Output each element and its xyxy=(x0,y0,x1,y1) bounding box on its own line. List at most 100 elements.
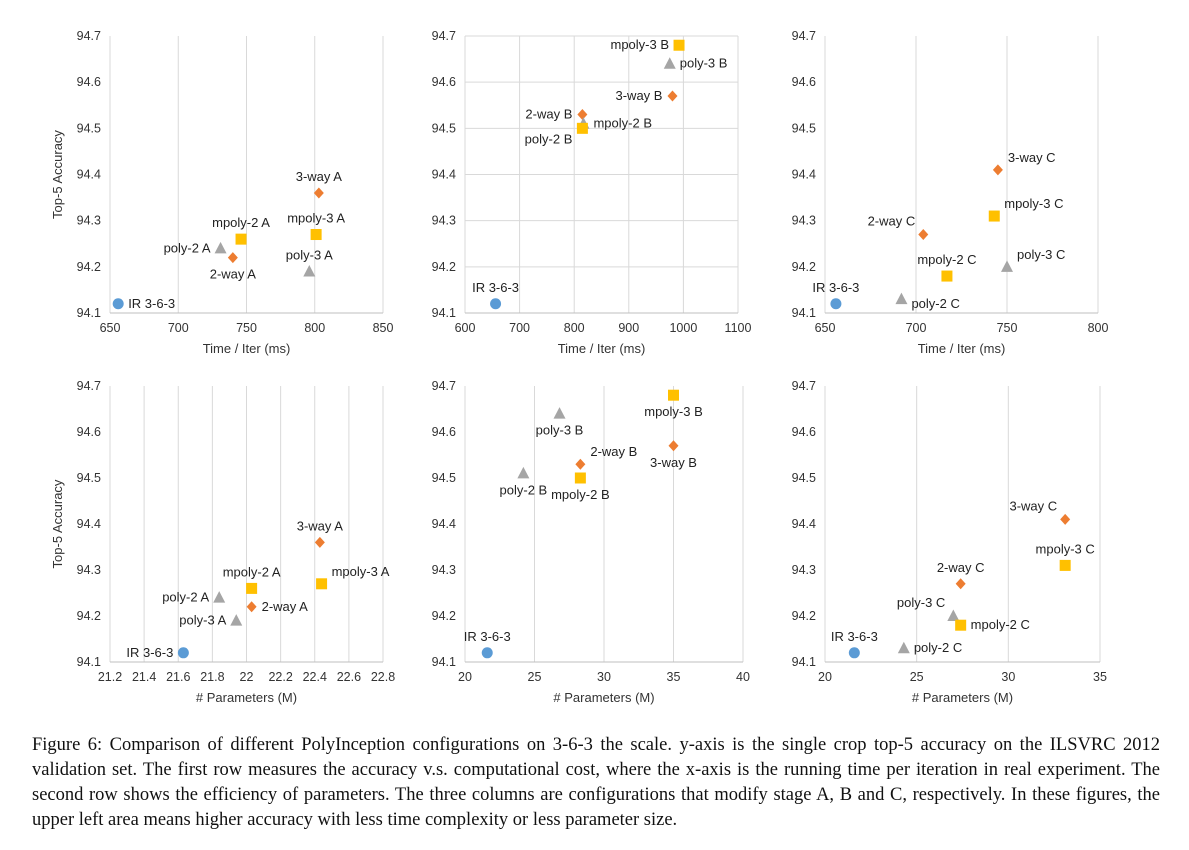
x-tick-label: 20 xyxy=(458,670,472,684)
data-point-mpoly-2-a xyxy=(246,582,258,594)
x-tick-label: 25 xyxy=(910,670,924,684)
data-point-2-way-c xyxy=(918,229,929,241)
x-tick-label: 40 xyxy=(736,670,750,684)
y-tick-label: 94.4 xyxy=(432,168,456,182)
data-point-2-way-c xyxy=(955,578,966,590)
x-tick-label: 25 xyxy=(528,670,542,684)
y-tick-label: 94.7 xyxy=(792,379,816,393)
x-tick-label: 700 xyxy=(168,321,189,335)
data-label: 2-way C xyxy=(868,214,916,229)
data-point-3-way-c xyxy=(992,164,1003,176)
data-point-3-way-b xyxy=(667,90,678,102)
y-tick-label: 94.5 xyxy=(432,121,456,135)
data-label: mpoly-3 C xyxy=(1004,196,1063,211)
y-tick-label: 94.7 xyxy=(432,29,456,43)
data-point-poly-3-a xyxy=(230,614,243,626)
x-tick-label: 20 xyxy=(818,670,832,684)
x-tick-label: 750 xyxy=(997,321,1018,335)
data-point-2-way-b xyxy=(577,108,588,120)
chart-panel-4: 21.2 21.4 21.6 21.8 22 22.2 22.4 22.6 22.8 94.1 94… xyxy=(50,379,395,705)
x-tick-label: 1000 xyxy=(669,321,697,335)
data-point-mpoly-3-a xyxy=(316,578,328,590)
data-label: 2-way C xyxy=(937,560,985,575)
chart-panel-6: 20 25 30 35 94.1 94.2 94.3 94.4 94.5 94.6 94.7 # Pa… xyxy=(792,379,1107,705)
data-point-poly-3-b xyxy=(553,407,566,419)
y-tick-label: 94.4 xyxy=(792,168,816,182)
data-point-poly-2-b xyxy=(576,122,588,134)
data-point-2-way-a xyxy=(246,601,257,613)
data-point-3-way-c xyxy=(1060,513,1071,525)
data-label: 3-way B xyxy=(616,88,663,103)
data-label: mpoly-3 B xyxy=(644,404,703,419)
data-point-poly-3-b xyxy=(663,57,676,69)
data-point-poly-2-b xyxy=(517,466,530,479)
data-point-ir-3-6-3 xyxy=(490,298,502,310)
data-point-poly-3-c xyxy=(947,609,960,621)
y-tick-label: 94.4 xyxy=(77,517,101,531)
data-point-poly-2-a xyxy=(214,241,227,254)
y-tick-label: 94.2 xyxy=(77,609,101,623)
x-axis-title: Time / Iter (ms) xyxy=(203,341,291,356)
data-label: poly-3 C xyxy=(897,595,945,610)
x-axis-title: # Parameters (M) xyxy=(912,690,1013,705)
y-tick-label: 94.1 xyxy=(77,655,101,669)
data-label: mpoly-3 B xyxy=(611,37,670,52)
x-tick-label: 700 xyxy=(906,321,927,335)
x-axis-title: # Parameters (M) xyxy=(553,690,654,705)
y-tick-label: 94.1 xyxy=(432,655,456,669)
data-label: poly-3 C xyxy=(1017,247,1065,262)
data-label: mpoly-2 C xyxy=(917,252,976,267)
y-tick-label: 94.4 xyxy=(792,517,816,531)
data-label: IR 3-6-3 xyxy=(812,280,859,295)
x-tick-label: 21.8 xyxy=(200,670,224,684)
y-axis-title: Top-5 Accuracy xyxy=(50,479,65,568)
x-tick-label: 22.6 xyxy=(337,670,361,684)
x-tick-label: 800 xyxy=(1088,321,1109,335)
data-label: mpoly-2 B xyxy=(551,487,610,502)
chart-panel-5: 20 25 30 35 40 94.1 94.2 94.3 94.4 94.5 94.6 94.7 # … xyxy=(432,379,750,705)
data-point-poly-2-c xyxy=(895,292,908,305)
data-point-poly-3-c xyxy=(1001,260,1013,272)
data-label: poly-2 A xyxy=(162,590,209,605)
x-tick-label: 35 xyxy=(667,670,681,684)
x-tick-label: 850 xyxy=(373,321,394,335)
data-point-mpoly-3-c xyxy=(1059,559,1071,571)
y-tick-label: 94.1 xyxy=(432,306,456,320)
x-tick-label: 800 xyxy=(304,321,325,335)
data-label: mpoly-3 C xyxy=(1036,541,1095,556)
y-tick-label: 94.6 xyxy=(77,425,101,439)
data-label: mpoly-2 B xyxy=(593,116,652,131)
y-tick-label: 94.3 xyxy=(432,563,456,577)
data-point-mpoly-3-a xyxy=(310,229,322,241)
x-tick-label: 800 xyxy=(564,321,585,335)
x-tick-label: 35 xyxy=(1093,670,1107,684)
y-tick-label: 94.4 xyxy=(77,168,101,182)
data-label: 3-way A xyxy=(297,518,344,533)
y-tick-label: 94.1 xyxy=(77,306,101,320)
data-label: IR 3-6-3 xyxy=(128,296,175,311)
data-label: mpoly-3 A xyxy=(287,211,345,226)
data-point-ir-3-6-3 xyxy=(481,647,493,659)
data-point-mpoly-2-b xyxy=(574,472,586,484)
data-label: poly-2 C xyxy=(911,296,959,311)
x-tick-label: 700 xyxy=(509,321,530,335)
x-tick-label: 21.6 xyxy=(166,670,190,684)
x-tick-label: 30 xyxy=(1001,670,1015,684)
chart-panel-3: 650 700 750 800 94.1 94.2 94.3 94.4 94.5 94.6 94.7… xyxy=(792,29,1109,356)
data-label: poly-2 A xyxy=(164,240,211,255)
data-point-ir-3-6-3 xyxy=(177,647,189,659)
y-tick-label: 94.3 xyxy=(77,563,101,577)
data-label: 2-way A xyxy=(210,267,257,282)
data-label: poly-2 C xyxy=(914,640,962,655)
data-point-poly-2-c xyxy=(897,641,910,654)
data-label: IR 3-6-3 xyxy=(472,280,519,295)
x-tick-label: 600 xyxy=(455,321,476,335)
y-tick-label: 94.2 xyxy=(432,260,456,274)
x-tick-label: 21.2 xyxy=(98,670,122,684)
data-label: poly-3 A xyxy=(179,613,226,628)
y-tick-label: 94.2 xyxy=(792,609,816,623)
y-tick-label: 94.5 xyxy=(77,121,101,135)
data-label: IR 3-6-3 xyxy=(464,629,511,644)
chart-panel-1: 650 700 750 800 850 94.1 94.2 94.3 94.4 94.5 94.6 9… xyxy=(50,29,393,356)
y-tick-label: 94.2 xyxy=(77,260,101,274)
